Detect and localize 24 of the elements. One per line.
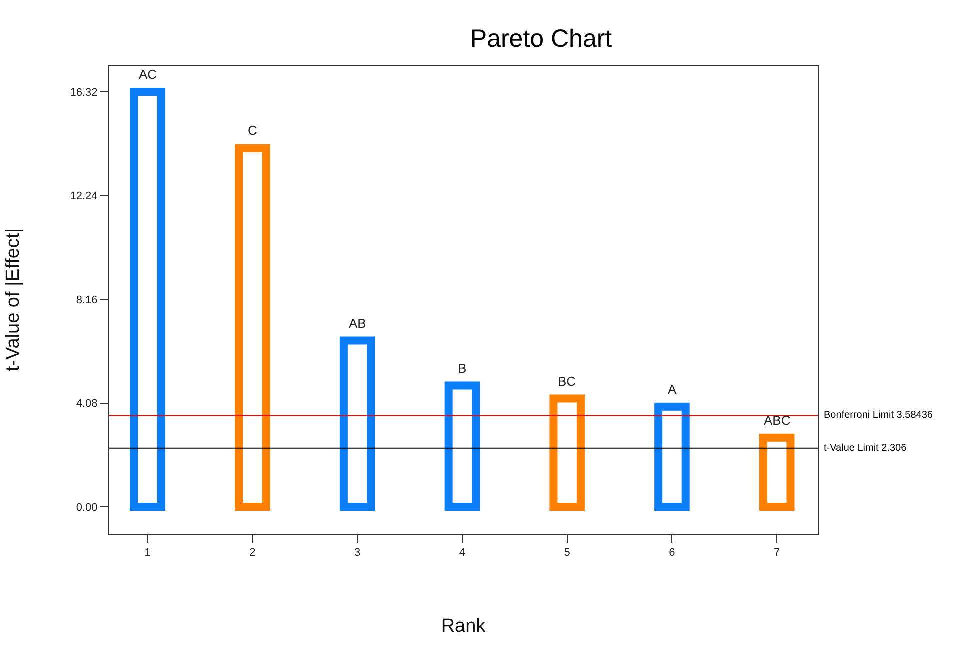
x-tick-label: 3	[354, 547, 361, 560]
y-tick-label: 8.16	[76, 294, 98, 306]
y-tick-label: 4.08	[76, 398, 98, 410]
y-tick-label: 16.32	[70, 86, 98, 99]
x-tick-label: 5	[564, 547, 570, 560]
y-axis-title: t-Value of |Effect|	[3, 228, 24, 372]
x-tick-label: 2	[250, 547, 256, 560]
x-tick-label: 6	[669, 547, 676, 560]
annotation: ABC	[764, 413, 791, 428]
annotation: B	[458, 361, 467, 376]
annotation: A	[668, 382, 677, 397]
x-tick-label: 1	[144, 547, 151, 560]
annotation: C	[248, 123, 258, 138]
y-tick-label: 12.24	[70, 190, 98, 203]
y-tick-label: 0.00	[76, 502, 98, 514]
ref-line-label: Bonferroni Limit 3.58436	[824, 410, 934, 421]
chart-title: Pareto Chart	[470, 25, 612, 54]
ref-line-label: t-Value Limit 2.306	[824, 443, 908, 454]
annotation: AC	[139, 67, 158, 82]
x-tick-label: 4	[459, 547, 466, 560]
annotation: BC	[558, 374, 576, 389]
x-tick-label: 7	[774, 547, 780, 560]
x-axis-title: Rank	[441, 616, 486, 637]
annotation: AB	[349, 316, 366, 331]
